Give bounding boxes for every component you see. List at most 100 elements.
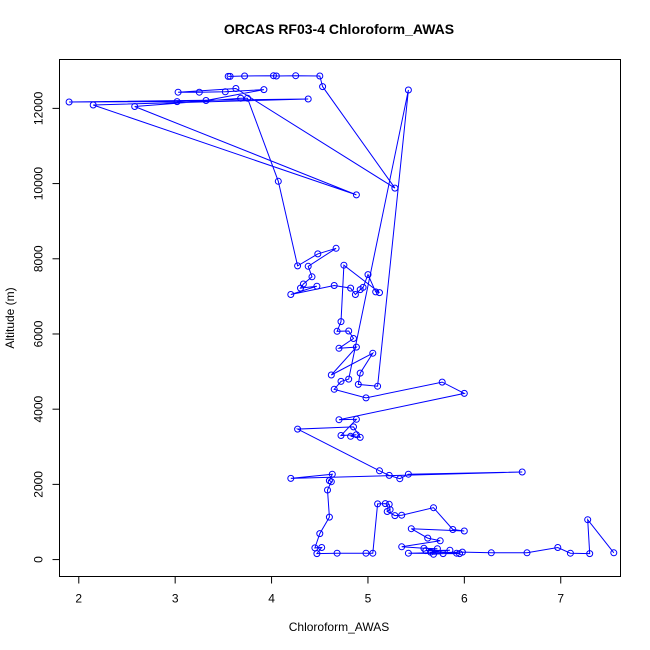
data-point bbox=[89, 101, 97, 109]
data-point bbox=[404, 470, 412, 478]
data-point bbox=[487, 549, 495, 557]
data-point bbox=[391, 512, 399, 520]
data-point bbox=[420, 544, 428, 552]
x-tick-label: 6 bbox=[461, 592, 468, 606]
data-point bbox=[352, 343, 360, 351]
data-point bbox=[292, 72, 300, 80]
data-point bbox=[294, 425, 302, 433]
data-point bbox=[356, 433, 364, 441]
data-point bbox=[337, 377, 345, 385]
data-point bbox=[369, 549, 377, 557]
y-tick-label: 8000 bbox=[32, 245, 46, 272]
data-point bbox=[398, 543, 406, 551]
data-point bbox=[333, 549, 341, 557]
data-point bbox=[374, 500, 382, 508]
data-point bbox=[244, 94, 251, 102]
data-point bbox=[385, 500, 393, 508]
y-tick-label: 6000 bbox=[32, 320, 46, 347]
data-point bbox=[436, 537, 444, 545]
data-point bbox=[65, 98, 73, 106]
data-point bbox=[325, 513, 333, 521]
data-point bbox=[352, 415, 360, 423]
data-point bbox=[376, 467, 383, 475]
y-tick-label: 10000 bbox=[32, 167, 46, 201]
data-point bbox=[335, 416, 343, 424]
data-point bbox=[221, 88, 229, 96]
data-point bbox=[313, 550, 321, 558]
data-point bbox=[308, 273, 316, 281]
x-tick-label: 7 bbox=[557, 592, 564, 606]
y-tick-label: 2000 bbox=[32, 471, 46, 498]
data-point bbox=[374, 382, 382, 390]
data-point bbox=[381, 500, 389, 508]
data-point bbox=[304, 262, 312, 270]
data-point bbox=[422, 547, 430, 555]
data-point bbox=[351, 291, 359, 298]
data-point bbox=[385, 471, 393, 479]
y-tick-label: 4000 bbox=[32, 396, 46, 423]
data-point bbox=[354, 380, 362, 388]
data-point bbox=[407, 525, 415, 533]
data-point bbox=[383, 508, 391, 515]
data-point bbox=[430, 550, 437, 558]
data-point bbox=[202, 97, 210, 104]
data-point bbox=[327, 478, 335, 486]
data-point bbox=[359, 283, 367, 291]
data-point bbox=[333, 327, 341, 335]
data-point bbox=[270, 72, 277, 80]
data-point bbox=[586, 550, 594, 558]
data-point bbox=[584, 516, 592, 524]
y-axis-label: Altitude (m) bbox=[3, 287, 17, 348]
data-point bbox=[347, 432, 355, 440]
data-point bbox=[330, 385, 338, 393]
data-point bbox=[372, 288, 380, 296]
data-point bbox=[131, 103, 139, 110]
data-point bbox=[319, 83, 327, 91]
data-point bbox=[566, 549, 574, 557]
data-point bbox=[350, 423, 357, 431]
x-tick-label: 2 bbox=[75, 592, 82, 606]
data-point bbox=[232, 85, 240, 92]
data-point bbox=[274, 177, 282, 185]
data-point bbox=[316, 72, 324, 80]
data-point bbox=[345, 375, 353, 383]
data-point bbox=[376, 289, 383, 297]
data-point bbox=[433, 545, 441, 553]
data-point bbox=[174, 88, 182, 96]
data-point bbox=[430, 504, 437, 512]
data-point bbox=[364, 271, 372, 279]
data-point bbox=[173, 98, 181, 106]
data-point bbox=[404, 549, 412, 557]
data-point bbox=[260, 86, 268, 94]
data-point bbox=[460, 389, 468, 397]
data-point bbox=[347, 284, 355, 292]
data-point bbox=[396, 475, 404, 483]
x-tick-label: 3 bbox=[172, 592, 179, 606]
plot-area bbox=[65, 72, 618, 558]
data-point bbox=[314, 250, 322, 258]
data-point bbox=[224, 72, 232, 80]
y-tick-label: 0 bbox=[32, 556, 46, 563]
data-point bbox=[313, 282, 321, 290]
data-point bbox=[398, 511, 406, 519]
data-point bbox=[237, 94, 245, 102]
data-point bbox=[424, 534, 432, 542]
data-point bbox=[458, 548, 466, 556]
y-axis: 0 2000 4000 6000 8000 10000 12000 bbox=[32, 91, 60, 563]
data-point bbox=[518, 468, 526, 476]
data-point bbox=[446, 546, 454, 554]
series-line bbox=[69, 75, 615, 555]
data-point bbox=[337, 318, 345, 326]
data-point bbox=[356, 369, 364, 377]
data-point bbox=[350, 335, 357, 342]
data-point bbox=[404, 86, 412, 94]
data-point bbox=[304, 95, 312, 103]
plot-frame bbox=[59, 59, 621, 577]
data-point bbox=[324, 486, 331, 494]
data-point bbox=[345, 327, 353, 335]
data-point bbox=[362, 549, 370, 557]
data-point bbox=[352, 191, 360, 199]
data-point bbox=[362, 394, 370, 402]
x-axis: 2 3 4 5 6 7 bbox=[75, 576, 564, 606]
